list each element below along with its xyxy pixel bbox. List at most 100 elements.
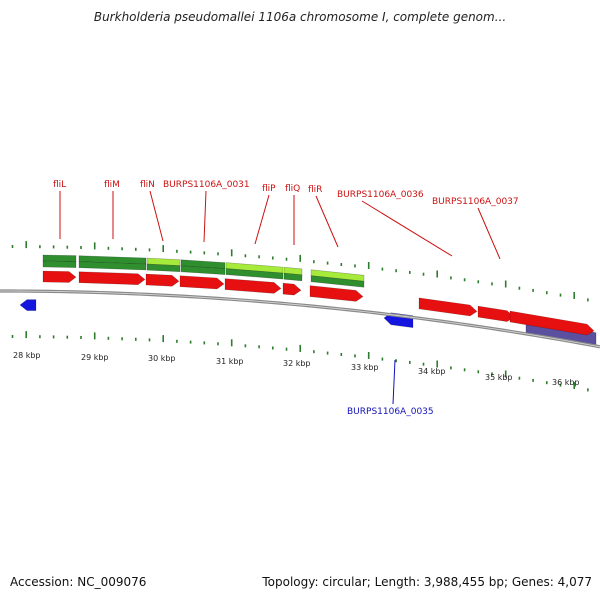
scale-label: 30 kbp (148, 354, 176, 363)
outer-tick (148, 248, 151, 252)
outer-tick (189, 250, 192, 254)
outer-tick (217, 252, 219, 256)
outer-tick (409, 270, 411, 274)
label-leader-lines (59, 190, 501, 405)
gene-label: fliP (262, 184, 276, 194)
inner-tick (11, 335, 14, 338)
scale-label: 28 kbp (13, 351, 41, 360)
outer-tick (230, 249, 233, 257)
outer-tick (107, 246, 110, 250)
outer-tick (244, 254, 247, 258)
label-leader-line (392, 359, 396, 405)
outer-tick (395, 269, 397, 273)
inner-tick (93, 332, 96, 340)
outer-tick (285, 257, 288, 261)
gene-label: BURPS1106A_0031 (163, 180, 250, 190)
outer-tick (587, 298, 589, 302)
outer-tick (436, 270, 438, 278)
inner-tick (436, 360, 438, 368)
inner-tick (395, 359, 397, 363)
outer-tick (299, 254, 301, 262)
cds-arrow-reverse (19, 299, 37, 311)
gene-label-group: fliL fliM fliN BURPS1106A_0031 fliP fliQ fliR B… (53, 180, 519, 417)
outer-tick (477, 280, 480, 284)
inner-tick (39, 335, 41, 339)
gene-label: fliN (140, 180, 155, 190)
scale-label: 29 kbp (81, 353, 109, 362)
inner-tick (135, 337, 137, 341)
inner-tick (463, 368, 466, 372)
outer-tick (258, 255, 260, 259)
outer-tick (272, 256, 274, 260)
inner-tick (148, 338, 151, 342)
gene-box-bottom (180, 265, 226, 275)
gene-box-bottom (283, 272, 303, 282)
inner-tick (587, 388, 589, 392)
inner-tick (532, 378, 534, 382)
outer-tick (326, 261, 329, 265)
inner-tick (381, 357, 384, 361)
cds-arrow-forward (309, 285, 364, 302)
genome-summary-text: Topology: circular; Length: 3,988,455 bp… (262, 575, 592, 589)
inner-tick (162, 335, 164, 343)
inner-tick (409, 360, 411, 364)
inner-tick (230, 339, 233, 347)
inner-tick (80, 336, 82, 339)
inner-tick (52, 335, 55, 339)
inner-tick (340, 353, 343, 356)
map-title: Burkholderia pseudomallei 1106a chromoso… (93, 10, 507, 24)
label-leader-line (361, 200, 453, 257)
scale-label: 36 kbp (552, 378, 580, 387)
gene-box-bottom (225, 268, 284, 280)
inner-tick (272, 346, 274, 350)
outer-tick (381, 267, 384, 271)
gene-label: BURPS1106A_0036 (337, 190, 424, 200)
scale-label: 35 kbp (485, 373, 513, 382)
inner-tick (422, 362, 425, 366)
inner-tick (367, 352, 370, 359)
cds-arrow-forward (477, 305, 515, 322)
label-leader-line (477, 207, 501, 260)
outer-tick (203, 251, 206, 255)
inner-tick (25, 331, 27, 339)
gene-box-top (42, 254, 77, 262)
outer-tick (66, 245, 69, 249)
scale-label: 33 kbp (351, 363, 379, 372)
outer-tick (354, 264, 356, 268)
inner-tick (189, 340, 192, 344)
inner-tick (176, 339, 178, 343)
gene-label: fliQ (285, 184, 300, 194)
label-leader-line (315, 195, 339, 248)
scale-label-group: 28 kbp 29 kbp 30 kbp 31 kbp 32 kbp 33 kbp 34 k… (13, 351, 580, 387)
outer-tick (121, 247, 123, 251)
inner-tick (504, 370, 507, 378)
outer-tick (546, 291, 548, 295)
gene-box-bottom (42, 260, 77, 268)
outer-tick (39, 245, 41, 249)
outer-tick (367, 262, 370, 269)
inner-tick-ring (11, 331, 589, 392)
scale-label: 31 kbp (216, 357, 244, 366)
inner-tick (573, 382, 575, 389)
outer-tick (93, 242, 96, 250)
inner-tick (450, 366, 452, 370)
outer-tick (135, 247, 137, 251)
outer-tick (162, 245, 164, 253)
outer-tick (491, 282, 493, 286)
outer-tick (340, 263, 343, 266)
accession-text: Accession: NC_009076 (10, 575, 147, 589)
genome-backbone-highlight (0, 290, 600, 348)
outer-tick-ring (11, 241, 589, 302)
inner-tick (217, 342, 219, 346)
cds-arrow-forward (179, 275, 225, 290)
gene-label: fliM (104, 180, 120, 190)
cds-arrow-forward (418, 297, 478, 317)
outer-tick (559, 293, 562, 297)
inner-tick (354, 354, 356, 358)
outer-tick (504, 280, 507, 288)
outer-tick (463, 278, 466, 282)
cds-arrow-forward (282, 282, 302, 296)
inner-tick (258, 345, 260, 349)
